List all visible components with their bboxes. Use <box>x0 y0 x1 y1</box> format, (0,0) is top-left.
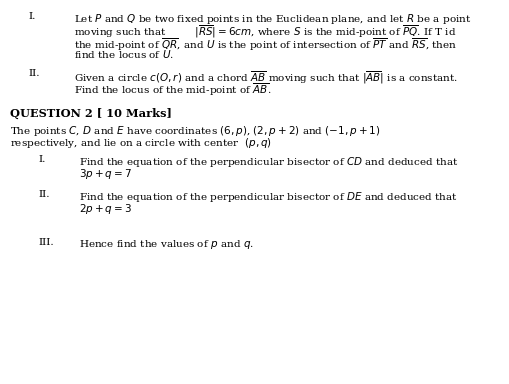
Text: $3p + q = 7$: $3p + q = 7$ <box>79 167 132 181</box>
Text: respectively, and lie on a circle with center  $(p, q)$: respectively, and lie on a circle with c… <box>10 136 272 150</box>
Text: moving such that         $|\overline{RS}| = 6cm$, where $S$ is the mid-point of : moving such that $|\overline{RS}| = 6cm$… <box>74 24 456 40</box>
Text: find the locus of $U$.: find the locus of $U$. <box>74 48 174 60</box>
Text: Find the equation of the perpendicular bisector of $DE$ and deduced that: Find the equation of the perpendicular b… <box>79 190 457 204</box>
Text: QUESTION 2 [ 10 Marks]: QUESTION 2 [ 10 Marks] <box>10 108 172 119</box>
Text: Hence find the values of $p$ and $q$.: Hence find the values of $p$ and $q$. <box>79 238 253 251</box>
Text: I.: I. <box>38 155 45 164</box>
Text: Find the locus of the mid-point of $\overline{AB}$.: Find the locus of the mid-point of $\ove… <box>74 81 271 98</box>
Text: the mid-point of $\overline{QR}$, and $U$ is the point of intersection of $\over: the mid-point of $\overline{QR}$, and $U… <box>74 36 456 53</box>
Text: Find the equation of the perpendicular bisector of $CD$ and deduced that: Find the equation of the perpendicular b… <box>79 155 458 169</box>
Text: $2p + q = 3$: $2p + q = 3$ <box>79 202 132 216</box>
Text: Let $P$ and $Q$ be two fixed points in the Euclidean plane, and let $R$ be a poi: Let $P$ and $Q$ be two fixed points in t… <box>74 12 470 25</box>
Text: Given a circle $c(O, r)$ and a chord $\overline{AB}$ moving such that $|\overlin: Given a circle $c(O, r)$ and a chord $\o… <box>74 69 457 86</box>
Text: III.: III. <box>38 238 54 247</box>
Text: I.: I. <box>28 12 35 20</box>
Text: The points $C$, $D$ and $E$ have coordinates $(6, p)$, $(2, p + 2)$ and $(-1, p : The points $C$, $D$ and $E$ have coordin… <box>10 124 380 137</box>
Text: II.: II. <box>28 69 40 78</box>
Text: II.: II. <box>38 190 50 199</box>
